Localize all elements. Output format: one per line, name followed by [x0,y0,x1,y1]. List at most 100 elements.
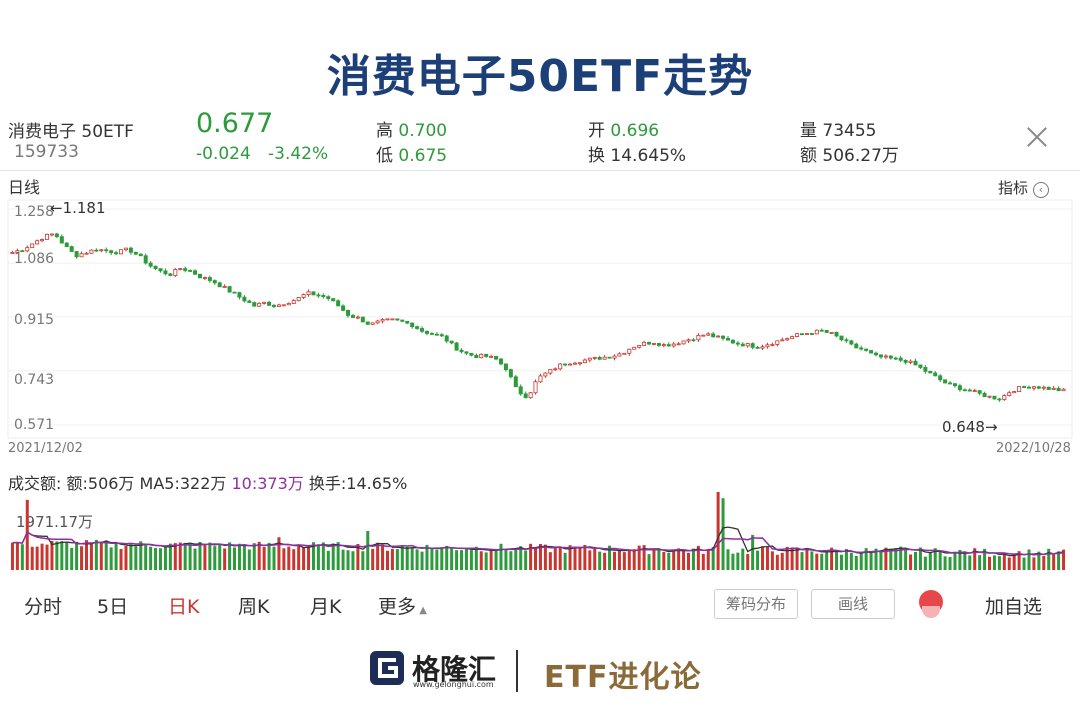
volume-bar [410,547,414,570]
volume-bar [1022,557,1026,570]
volume-bar [460,550,464,570]
candle [207,277,212,281]
candle [306,291,311,295]
volume-bar [267,542,271,570]
candle [316,294,321,297]
volume-bar [297,546,301,570]
candle [64,242,69,247]
volume-bar [272,546,276,570]
volume-bar [820,553,824,570]
candle [40,239,45,242]
candle [474,354,479,359]
volume-bar [94,539,98,570]
candle [765,344,770,348]
candle [938,375,943,381]
volume-bar [80,546,84,570]
price-change: -0.024 [196,144,251,164]
indicator-button[interactable]: 指标 ‹ [998,177,1049,198]
volume-legend-turnover: 换手:14.65% [308,474,408,493]
candle [834,331,839,337]
candle [814,329,819,335]
candle [952,383,957,387]
volume-bar [795,547,799,570]
candle [948,382,953,385]
x-end-label: 2022/10/28 [996,441,1071,456]
volume-bar [247,549,251,570]
volume-bar [55,541,59,570]
volume-bar [741,548,745,570]
candle [508,369,513,378]
volume-bar [988,556,992,570]
candle [711,333,716,338]
volume-bar [529,543,533,570]
volume-bar [228,542,232,570]
fund-code: 159733 [14,142,79,162]
candle [681,340,686,345]
add-watchlist-button[interactable]: 加自选 [985,596,1043,618]
volume-legend-ma5: MA5:322万 [139,474,227,493]
low-value: 0.675 [398,146,448,166]
candle [957,385,962,391]
candle [701,334,706,337]
close-icon[interactable] [1026,126,1048,148]
volume-bar [933,548,937,570]
volume-bar [10,542,14,570]
candle [898,357,903,361]
candle [533,381,538,394]
volume-max-label: 1971.17万 [16,513,94,531]
volume-bar [667,552,671,570]
candle [824,329,829,333]
volume-ma5-line [12,526,1064,557]
candle [138,253,143,257]
candle-series [10,232,1066,402]
tab-daily[interactable]: 日K [168,596,200,618]
tab-intraday[interactable]: 分时 [24,596,63,618]
volume-bar [139,541,143,570]
tab-monthly[interactable]: 月K [310,596,342,618]
candle [291,300,296,304]
candle [543,372,548,377]
volume-bar [188,543,192,570]
candle [341,305,346,311]
chart-frame [7,199,1073,439]
tab-more[interactable]: 更多 ▲ [378,592,427,619]
candle [943,379,948,384]
candle [25,247,30,252]
tab-weekly[interactable]: 周K [238,596,270,618]
candle [878,354,883,358]
candle [355,316,360,319]
volume-bar [573,547,577,570]
volume-bar [144,544,148,570]
candle [869,350,874,354]
candle [1002,395,1007,400]
volume-bar [499,543,503,570]
candle [745,343,750,347]
volume-bar [1012,554,1016,570]
volume-bar [736,552,740,570]
draw-line-button[interactable]: 画线 [811,589,895,619]
tab-5day[interactable]: 5日 [97,596,129,618]
candle [178,268,183,270]
volume-bar [1062,549,1066,570]
volume-bar [440,547,444,570]
candle [671,343,676,347]
volume-bar [208,542,212,570]
volume-bar [25,499,29,570]
volume-bar [331,543,335,570]
volume-bar [534,548,538,570]
candle [809,333,814,335]
volume-bar [524,550,528,570]
candle [54,233,59,238]
volume-bar [904,549,908,570]
candle [716,335,721,338]
chart-grid [8,208,1072,426]
volume-bar [366,531,370,570]
volume-bar [50,541,54,570]
candle [257,302,262,307]
volume-bar [1057,551,1061,570]
candle [582,359,587,364]
chip-distribution-button[interactable]: 筹码分布 [714,589,798,619]
candle [123,247,128,251]
candle [119,249,124,255]
candle [400,319,405,322]
